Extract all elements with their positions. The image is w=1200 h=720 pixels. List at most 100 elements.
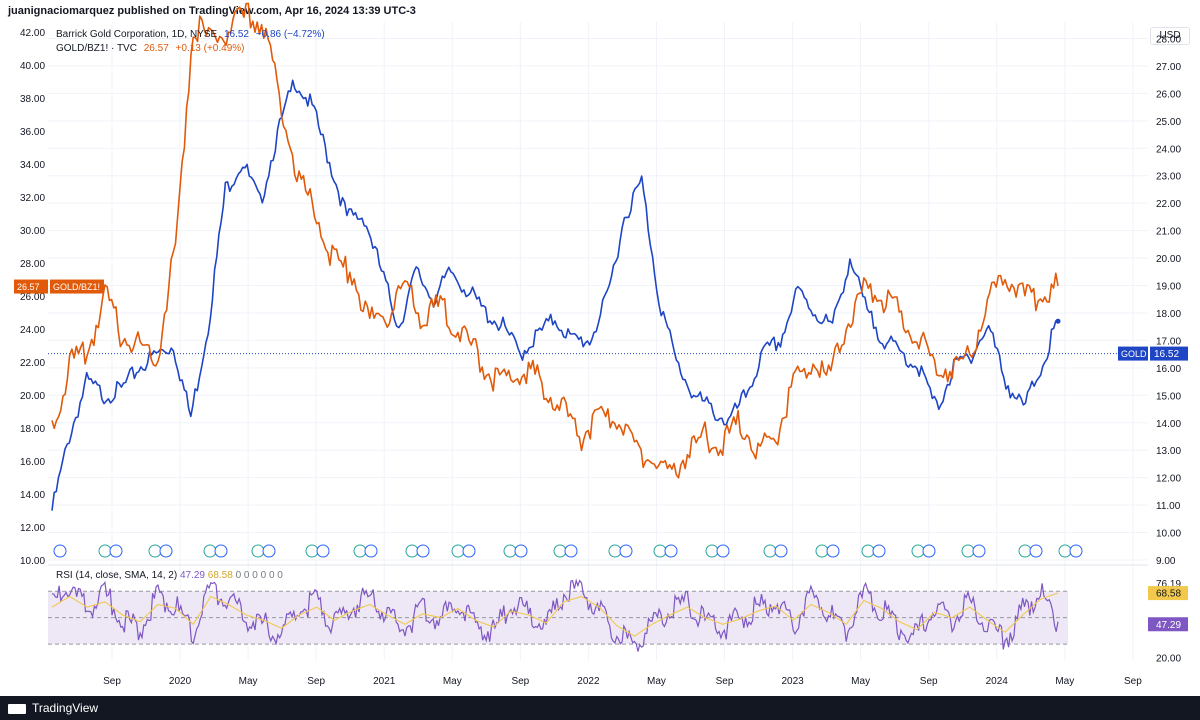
dividend-marker-icon	[619, 544, 633, 558]
dividend-marker-icon	[872, 544, 886, 558]
time-tick-label: Sep	[511, 676, 529, 687]
earnings-marker-icon	[53, 544, 67, 558]
left-tick-label: 42.00	[20, 28, 45, 39]
right-tick-label: 17.00	[1156, 336, 1181, 347]
gold-name-tag-bg	[1118, 346, 1148, 361]
dividend-marker-icon	[774, 544, 788, 558]
ratio-name-tag: GOLD/BZ1!	[53, 282, 100, 292]
time-tick-label: Sep	[1124, 676, 1142, 687]
earnings-marker-icon	[203, 544, 217, 558]
right-tick-label: 26.00	[1156, 89, 1181, 100]
dividend-marker-icon	[316, 544, 330, 558]
gold-name-tag: GOLD	[1121, 349, 1147, 359]
dividend-marker-icon	[972, 544, 986, 558]
time-tick-label: May	[851, 676, 870, 687]
time-tick-label: 2021	[373, 676, 396, 687]
earnings-marker-icon	[353, 544, 367, 558]
right-tick-label: 25.00	[1156, 117, 1181, 128]
series-lines	[51, 2, 1061, 511]
earnings-marker-icon	[451, 544, 465, 558]
last-value-labels: GOLD 16.52 26.57 GOLD/BZ1!	[14, 279, 1188, 361]
right-tick-label: 19.00	[1156, 282, 1181, 293]
left-tick-label: 36.00	[20, 127, 45, 138]
time-tick-label: Sep	[307, 676, 325, 687]
publish-header: juanignaciomarquez published on TradingV…	[0, 0, 1200, 22]
rsi-legend[interactable]: RSI (14, close, SMA, 14, 2) 47.29 68.58 …	[56, 569, 283, 583]
dividend-marker-icon	[564, 544, 578, 558]
earnings-marker-icon	[861, 544, 875, 558]
main-plot-bg	[48, 22, 1148, 560]
chart-canvas[interactable]: 42.00 40.00 38.00 36.00 34.00 32.00 30.00 28.00…	[0, 0, 1200, 696]
gold-price-tag: 16.52	[1154, 349, 1179, 360]
rsi-legend-ma-value: 68.58	[207, 570, 233, 581]
right-price-axis: 28.00 27.00 26.00 25.00 24.00 23.00 22.00 21.00…	[1156, 34, 1181, 567]
dividend-marker-icon	[416, 544, 430, 558]
ratio-price-tag-bg	[14, 279, 48, 294]
legend-gold-price: 16.52	[223, 29, 249, 40]
earnings-marker-icon	[305, 544, 319, 558]
rsi-tick-label: 20.00	[1156, 653, 1181, 664]
dividend-marker-icon	[214, 544, 228, 558]
main-grid	[48, 22, 1148, 660]
earnings-marker-icon	[653, 544, 667, 558]
earnings-marker-icon	[961, 544, 975, 558]
rsi-ma-line	[51, 592, 1059, 637]
earnings-marker-icon	[1018, 544, 1032, 558]
dividend-marker-icon	[462, 544, 476, 558]
gold-price-tag-bg	[1150, 346, 1188, 361]
left-tick-label: 34.00	[20, 160, 45, 171]
main-legend: Barrick Gold Corporation, 1D, NYSE 16.52…	[56, 28, 329, 56]
earnings-marker-icon	[251, 544, 265, 558]
left-price-axis: 42.00 40.00 38.00 36.00 34.00 32.00 30.00 28.00…	[20, 28, 45, 567]
legend-gold-row[interactable]: Barrick Gold Corporation, 1D, NYSE 16.52…	[56, 28, 329, 42]
right-tick-label: 15.00	[1156, 391, 1181, 402]
right-tick-label: 24.00	[1156, 144, 1181, 155]
footer-bar: TradingView	[0, 696, 1200, 720]
gold-series-line	[51, 79, 1059, 511]
earnings-marker-icon	[911, 544, 925, 558]
left-tick-label: 12.00	[20, 523, 45, 534]
dividend-marker-icon	[109, 544, 123, 558]
earnings-marker-icon	[148, 544, 162, 558]
left-tick-label: 38.00	[20, 94, 45, 105]
rsi-tick-label: 76.19	[1156, 579, 1181, 590]
legend-ratio-row[interactable]: GOLD/BZ1! · TVC 26.57 +0.13 (+0.49%)	[56, 42, 329, 56]
rsi-ma-tag: 68.58	[1156, 589, 1181, 600]
time-tick-label: May	[443, 676, 462, 687]
left-tick-label: 22.00	[20, 358, 45, 369]
earnings-dividend-markers	[53, 544, 1083, 558]
right-tick-label: 14.00	[1156, 419, 1181, 430]
earnings-marker-icon	[98, 544, 112, 558]
currency-badge[interactable]: USD	[1150, 27, 1190, 45]
earnings-marker-icon	[503, 544, 517, 558]
rsi-value-tag-bg	[1148, 617, 1188, 632]
time-tick-label: May	[647, 676, 666, 687]
left-tick-label: 14.00	[20, 490, 45, 501]
earnings-marker-icon	[705, 544, 719, 558]
tradingview-logo-icon	[8, 703, 26, 714]
time-tick-label: 2022	[577, 676, 600, 687]
left-tick-label: 40.00	[20, 61, 45, 72]
legend-ratio-price: 26.57	[143, 43, 169, 54]
left-tick-label: 16.00	[20, 457, 45, 468]
left-tick-label: 10.00	[20, 556, 45, 567]
legend-gold-name: Barrick Gold Corporation, 1D, NYSE	[56, 29, 218, 40]
left-tick-label: 26.00	[20, 292, 45, 303]
earnings-marker-icon	[553, 544, 567, 558]
time-tick-label: May	[1055, 676, 1074, 687]
earnings-marker-icon	[405, 544, 419, 558]
rsi-ma-tag-bg	[1148, 586, 1188, 601]
right-tick-label: 11.00	[1156, 501, 1181, 512]
legend-gold-change: −0.86 (−4.72%)	[255, 29, 325, 40]
dividend-marker-icon	[159, 544, 173, 558]
right-tick-label: 27.00	[1156, 62, 1181, 73]
earnings-marker-icon	[608, 544, 622, 558]
earnings-marker-icon	[1058, 544, 1072, 558]
legend-ratio-change: +0.13 (+0.49%)	[175, 43, 245, 54]
left-tick-label: 24.00	[20, 325, 45, 336]
left-tick-label: 28.00	[20, 259, 45, 270]
ratio-price-tag: 26.57	[17, 282, 40, 292]
time-tick-label: May	[239, 676, 258, 687]
right-tick-label: 10.00	[1156, 529, 1181, 540]
